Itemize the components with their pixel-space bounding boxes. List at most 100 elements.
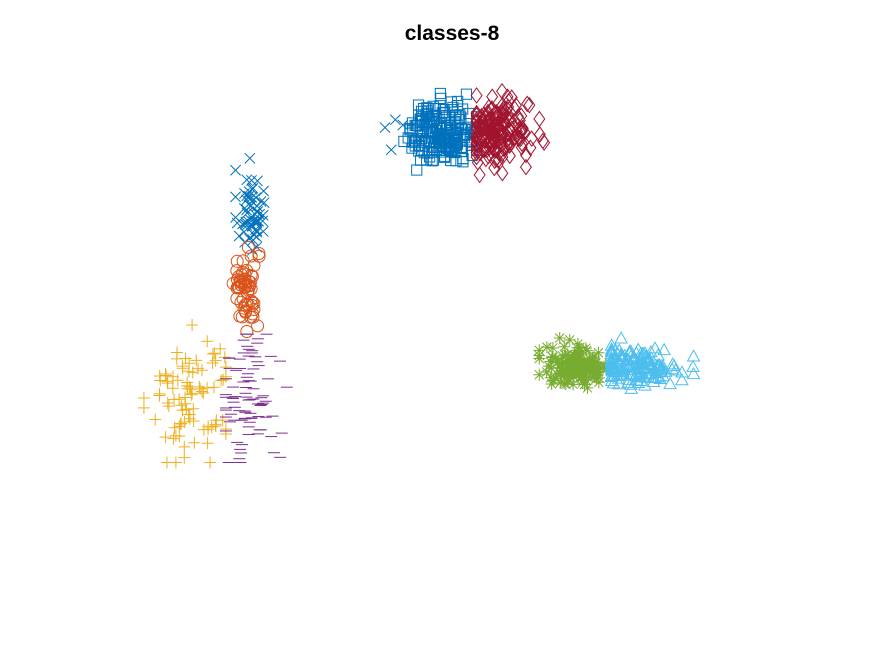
data-point — [443, 111, 455, 123]
data-point — [244, 310, 258, 324]
data-point — [434, 87, 446, 100]
data-point — [179, 391, 192, 404]
data-point — [623, 368, 637, 381]
data-point — [572, 362, 585, 375]
data-point — [171, 374, 184, 387]
data-point — [246, 191, 258, 203]
data-point — [566, 358, 579, 371]
data-point — [571, 346, 584, 359]
data-point — [446, 104, 458, 116]
data-point — [634, 350, 649, 364]
data-point — [251, 319, 265, 333]
data-point — [166, 382, 179, 395]
data-point — [402, 132, 414, 144]
data-point — [457, 152, 469, 165]
data-point — [547, 351, 560, 364]
data-point — [555, 370, 568, 383]
data-point — [421, 154, 433, 166]
data-point — [559, 378, 572, 391]
data-point — [240, 263, 254, 277]
data-point — [241, 240, 255, 254]
data-point — [492, 152, 505, 169]
data-point — [563, 333, 576, 346]
data-point — [533, 349, 546, 362]
data-point — [551, 367, 564, 380]
data-point — [536, 132, 549, 150]
data-point — [462, 107, 475, 120]
data-point — [440, 130, 453, 142]
data-point — [513, 129, 526, 147]
data-point — [604, 343, 619, 357]
data-point — [161, 375, 174, 388]
data-point — [549, 352, 562, 365]
data-point — [638, 346, 652, 359]
data-point — [564, 370, 577, 383]
data-point — [675, 365, 689, 378]
data-point — [247, 234, 259, 246]
data-point — [507, 130, 520, 147]
data-point — [246, 174, 257, 186]
data-point — [251, 200, 263, 212]
series-0-x-markers — [230, 114, 409, 256]
data-point — [554, 366, 567, 379]
data-point — [471, 154, 484, 171]
data-point — [524, 139, 537, 157]
data-point — [482, 106, 495, 124]
data-point — [625, 366, 639, 379]
data-point — [179, 352, 192, 365]
data-point — [623, 377, 638, 390]
data-point — [562, 352, 575, 365]
data-point — [427, 154, 440, 166]
data-point — [216, 414, 229, 427]
data-point — [586, 371, 599, 384]
data-point — [675, 372, 689, 386]
data-point — [571, 348, 584, 361]
data-point — [236, 254, 250, 268]
series-4-*-markers — [533, 331, 616, 394]
data-point — [553, 361, 566, 374]
data-point — [542, 360, 555, 373]
data-point — [655, 361, 670, 374]
data-point — [590, 372, 603, 385]
data-point — [514, 130, 527, 148]
data-point — [589, 355, 602, 368]
data-point — [398, 135, 410, 148]
data-point — [580, 344, 593, 357]
data-point — [637, 370, 652, 383]
data-point — [404, 124, 416, 136]
data-point — [235, 310, 249, 324]
data-point — [571, 338, 584, 351]
data-point — [445, 154, 457, 167]
data-point — [470, 136, 483, 154]
series-7-d-markers — [470, 82, 551, 184]
data-point — [570, 368, 583, 381]
data-point — [578, 378, 591, 391]
data-point — [180, 403, 193, 416]
data-point — [551, 356, 564, 369]
data-point — [230, 164, 241, 176]
data-point — [169, 456, 182, 469]
chart-title: classes-8 — [405, 22, 500, 45]
data-point — [657, 342, 671, 356]
data-point — [397, 119, 409, 131]
data-point — [159, 367, 172, 380]
data-point — [252, 249, 266, 263]
data-point — [218, 351, 231, 364]
data-point — [686, 366, 701, 380]
data-point — [243, 190, 255, 202]
data-point — [656, 368, 671, 382]
data-point — [149, 413, 162, 426]
data-point — [438, 150, 450, 162]
data-point — [191, 362, 204, 375]
data-point — [159, 431, 172, 444]
data-point — [650, 358, 665, 371]
data-point — [178, 440, 191, 453]
data-point — [594, 361, 607, 374]
data-point — [558, 377, 571, 390]
data-point — [427, 109, 439, 122]
data-point — [230, 264, 244, 278]
data-point — [434, 100, 446, 112]
data-point — [533, 368, 546, 381]
data-point — [389, 114, 401, 126]
data-point — [567, 378, 580, 391]
